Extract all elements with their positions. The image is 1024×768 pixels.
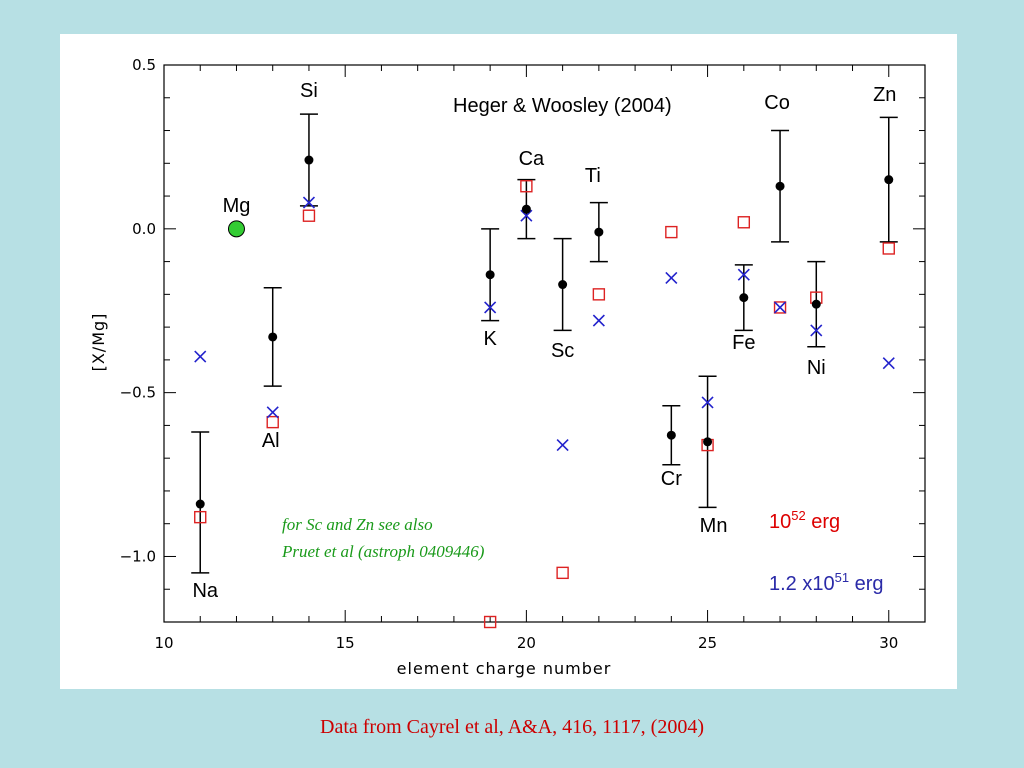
element-label-ti: Ti — [585, 165, 601, 187]
cross-stroke-b — [302, 196, 316, 209]
note-line-1: for Sc and Zn see also — [282, 515, 433, 534]
cross-stroke-b — [194, 350, 207, 363]
x-tick-label: 25 — [698, 634, 717, 652]
observed-point-fe — [739, 293, 749, 303]
observed-point-zn — [884, 175, 894, 185]
square-marker-z27 — [773, 301, 787, 314]
cross-stroke-b — [665, 271, 678, 285]
observed-point-mn — [703, 437, 713, 447]
x-tick-label: 15 — [336, 634, 355, 652]
element-labels: Na Al Si K Ca Sc Ti Cr Mn Fe Co Ni Zn Mg — [192, 80, 896, 602]
legend-10-51-base: 1.2 x10 — [769, 573, 835, 595]
cross-marker-z27 — [773, 301, 787, 314]
square-marker-z11 — [194, 510, 207, 524]
observed-point-cr — [666, 430, 676, 440]
legend-10-52-base: 10 — [769, 511, 791, 533]
x-tick-label: 10 — [154, 634, 173, 652]
square-marker-z19 — [483, 615, 497, 629]
y-tick-label: −1.0 — [120, 547, 156, 565]
element-label-fe: Fe — [732, 332, 755, 354]
cross-marker-z28 — [810, 324, 823, 337]
observed-points — [195, 155, 894, 509]
square-marker-z13 — [266, 415, 279, 429]
observed-point-ni — [811, 299, 821, 309]
cross-marker-z26 — [737, 268, 750, 281]
cross-marker-z11 — [194, 350, 207, 363]
cross-marker-z13 — [266, 406, 279, 419]
cross-stroke-b — [484, 301, 497, 314]
observed-point-al — [268, 332, 278, 342]
mg-reference-marker — [227, 220, 245, 238]
legend-10-52-exp: 52 — [791, 508, 805, 523]
element-label-na: Na — [192, 580, 218, 602]
cross-marker-z14 — [302, 196, 316, 209]
element-label-ni: Ni — [807, 357, 826, 379]
plot-frame — [163, 64, 926, 623]
observed-point-co — [775, 181, 785, 191]
cross-marker-z25 — [701, 396, 714, 409]
model-series — [194, 180, 895, 629]
cross-stroke-b — [773, 301, 787, 314]
observed-point-sc — [558, 280, 568, 290]
y-tick-label: 0.5 — [132, 56, 156, 74]
square-marker-z26 — [737, 216, 751, 229]
x-tick-label: 20 — [517, 634, 536, 652]
observed-point-si — [304, 155, 314, 165]
cross-marker-z19 — [484, 301, 497, 314]
cross-stroke-b — [701, 396, 714, 409]
cross-stroke-b — [266, 406, 279, 419]
legend-10-52-erg: 1052 erg — [769, 508, 840, 533]
cross-stroke-b — [737, 268, 750, 281]
cross-marker-z21 — [556, 439, 569, 452]
y-axis-title: [X/Mg] — [89, 313, 108, 372]
square-marker-z22 — [592, 288, 606, 301]
square-marker-z24 — [665, 225, 678, 239]
observed-point-ca — [521, 204, 531, 214]
legend-10-51-unit: erg — [849, 573, 883, 595]
legend-10-51-exp: 51 — [835, 570, 849, 585]
cross-marker-z24 — [665, 271, 678, 285]
element-label-si: Si — [300, 80, 318, 102]
chart-title: Heger & Woosley (2004) — [453, 95, 672, 117]
cross-marker-z22 — [592, 314, 605, 327]
square-marker-z14 — [302, 209, 316, 222]
legend-1-2x10-51-erg: 1.2 x1051 erg — [769, 570, 884, 595]
square-marker-z20 — [520, 180, 533, 193]
source-caption: Data from Cayrel et al, A&A, 416, 1117, … — [320, 716, 704, 738]
x-axis-title: element charge number — [397, 659, 612, 678]
legend-10-52-unit: erg — [806, 511, 840, 533]
cross-stroke-b — [810, 324, 823, 337]
plot-axes: 10 15 20 25 30 0.5 0.0 −0.5 −1.0 — [120, 56, 926, 652]
cross-stroke-b — [592, 314, 605, 327]
observed-point-ti — [594, 227, 604, 237]
element-label-mg: Mg — [223, 195, 251, 217]
element-label-cr: Cr — [661, 468, 682, 490]
element-label-al: Al — [262, 430, 280, 452]
x-tick-label: 30 — [879, 634, 898, 652]
y-tick-label: 0.0 — [132, 220, 156, 238]
cross-marker-z20 — [520, 209, 533, 222]
element-label-k: K — [483, 328, 497, 350]
y-tick-label: −0.5 — [120, 384, 156, 402]
observed-point-na — [195, 499, 205, 509]
element-label-zn: Zn — [873, 84, 896, 106]
element-label-mn: Mn — [700, 515, 728, 537]
observed-point-k — [485, 270, 495, 280]
scatter-plot: 10 15 20 25 30 0.5 0.0 −0.5 −1.0 Na Al Si K Ca Sc Ti Cr… — [89, 56, 926, 678]
square-marker-z30 — [882, 242, 895, 255]
cross-marker-z30 — [882, 357, 895, 370]
note-line-2: Pruet et al (astroph 0409446) — [281, 542, 485, 561]
element-label-ca: Ca — [519, 148, 545, 170]
cross-stroke-b — [556, 439, 569, 452]
square-marker-z21 — [556, 566, 569, 580]
error-bars — [191, 113, 898, 574]
element-label-co: Co — [764, 92, 790, 114]
cross-stroke-b — [882, 357, 895, 370]
element-label-sc: Sc — [551, 340, 574, 362]
chart-panel: 10 15 20 25 30 0.5 0.0 −0.5 −1.0 Na Al Si K Ca Sc Ti Cr… — [60, 34, 957, 689]
cross-stroke-b — [520, 209, 533, 222]
